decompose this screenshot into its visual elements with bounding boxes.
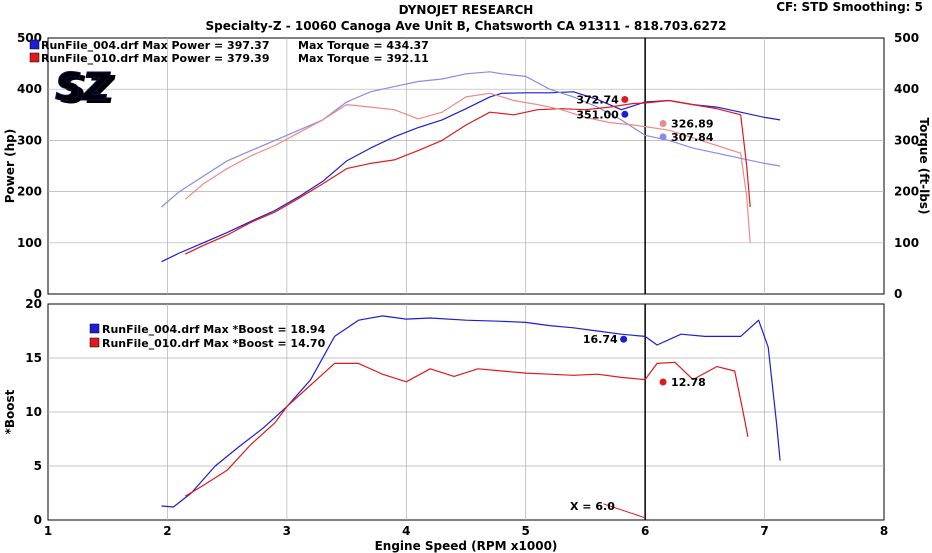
annotation-label: 326.89 [671, 118, 713, 131]
series-line-2 [185, 99, 751, 255]
y2-tick-label: 500 [894, 31, 919, 45]
annotation-marker [620, 335, 628, 343]
annotation-marker [659, 378, 667, 386]
sz-logo-text: SZ [55, 65, 111, 109]
x-tick-label: 6 [641, 524, 649, 538]
x-tick-label: 2 [163, 524, 171, 538]
annotation-marker [621, 95, 629, 103]
series-line-0 [161, 315, 781, 508]
y-tick-label: 0 [34, 287, 42, 301]
x-tick-label: 8 [880, 524, 888, 538]
y-tick-label: 0 [34, 513, 42, 527]
y-tick-label: 100 [17, 236, 42, 250]
boost-axis-label: *Boost [3, 389, 17, 434]
power-torque-panel [47, 37, 885, 295]
annotation-label: 351.00 [576, 108, 619, 121]
x-tick-label: 1 [44, 524, 52, 538]
legend-swatch-run004 [29, 39, 40, 50]
annotation-label: 372.74 [576, 93, 619, 106]
y-tick-label: 5 [34, 459, 42, 473]
legend-swatch-run010 [29, 52, 40, 63]
torque-axis-label: Torque (ft-lbs) [917, 118, 931, 215]
header-cf-info: CF: STD Smoothing: 5 [776, 0, 923, 14]
y-tick-label: 400 [17, 82, 42, 96]
annotation-label: 12.78 [671, 376, 706, 389]
boost-annotations: 16.74 12.78 [583, 333, 706, 389]
y2-tick-label: 100 [894, 236, 919, 250]
x-tick-label: 3 [283, 524, 291, 538]
series-line-3 [184, 92, 751, 243]
annotation-marker [659, 120, 667, 128]
y-tick-label: 300 [17, 133, 42, 147]
y2-tick-label: 0 [894, 287, 902, 301]
boost-series [161, 315, 781, 519]
series-line-1 [161, 71, 781, 208]
legend-run004-power: RunFile_004.drf Max Power = 397.37 [41, 39, 270, 52]
boost-ticks: 0 5 10 15 20 1 2 3 4 5 6 7 8 [25, 297, 888, 538]
legend-swatch-boost-run010 [89, 337, 100, 348]
series-line-2 [603, 503, 646, 519]
boost-legend: RunFile_004.drf Max *Boost = 18.94 RunFi… [89, 323, 326, 350]
annotation-marker [659, 133, 667, 141]
x-tick-label: 7 [760, 524, 768, 538]
power-torque-series [161, 71, 781, 263]
series-line-1 [184, 361, 749, 497]
annotation-label: 307.84 [671, 131, 714, 144]
sz-logo-shadow: SZ [60, 68, 116, 112]
sz-logo: SZ SZ [55, 65, 117, 113]
y-tick-label: 20 [25, 297, 42, 311]
y-tick-label: 10 [25, 405, 42, 419]
y2-tick-label: 300 [894, 133, 919, 147]
power-axis-label: Power (hp) [3, 129, 17, 203]
y2-tick-label: 200 [894, 185, 919, 199]
annotation-label: 16.74 [583, 333, 618, 346]
legend-run010-power: RunFile_010.drf Max Power = 379.39 [41, 52, 270, 65]
legend-swatch-boost-run004 [89, 323, 100, 334]
y-tick-label: 200 [17, 185, 42, 199]
rpm-axis-label: Engine Speed (RPM x1000) [375, 539, 558, 553]
y2-tick-label: 400 [894, 82, 919, 96]
annotation-marker [621, 110, 629, 118]
legend-boost-run004: RunFile_004.drf Max *Boost = 18.94 [102, 323, 326, 336]
header-title: DYNOJET RESEARCH [399, 3, 534, 17]
cursor-x-label: X = 6.0 [570, 500, 615, 513]
header-subtitle: Specialty-Z - 10060 Canoga Ave Unit B, C… [205, 19, 726, 33]
power-torque-legend: RunFile_004.drf Max Power = 397.37 Max T… [29, 39, 429, 65]
x-tick-label: 4 [402, 524, 410, 538]
legend-run010-torque: Max Torque = 392.11 [298, 52, 429, 65]
legend-boost-run010: RunFile_010.drf Max *Boost = 14.70 [102, 337, 326, 350]
legend-run004-torque: Max Torque = 434.37 [298, 39, 429, 52]
y-tick-label: 15 [25, 351, 42, 365]
x-tick-label: 5 [522, 524, 530, 538]
